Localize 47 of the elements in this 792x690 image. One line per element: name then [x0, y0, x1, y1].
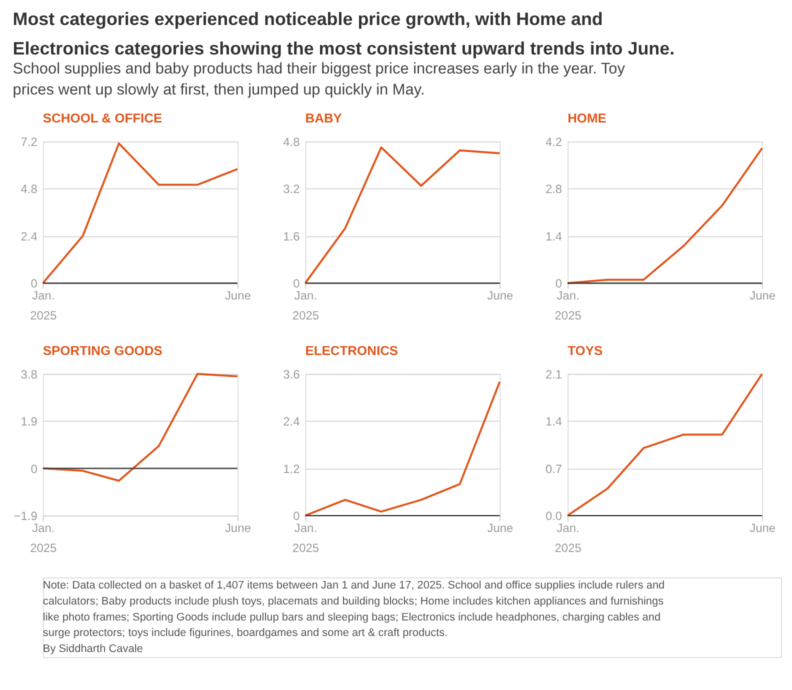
y-tick-label: 1.4: [545, 414, 562, 429]
chart-title: SPORTING GOODS: [42, 342, 163, 358]
x-tick-label: June: [750, 520, 776, 535]
text: By Siddharth Cavale: [42, 643, 143, 656]
x-tick-label: Jan. 2025: [30, 520, 58, 555]
y-tick-label: 2.8: [545, 182, 562, 196]
y-tick-label: 4.8: [20, 182, 38, 196]
x-tick-label: June: [224, 520, 252, 535]
y-tick-label: 1.4: [545, 229, 562, 244]
y-tick-label: 0: [555, 276, 562, 291]
y-tick-label: 3.2: [283, 182, 300, 196]
text: Note: Data collected on a basket of 1,407 items between Jan 1 and June 17, 2025. School and office supplies include rulers and calculators; Baby products include plush toys, placemats and building blocks; Home includes kitchen appliances and furnishings like photo frames; Sporting Goods include pullup bars and sleeping bags; Electronics include headphones, charging cables and surge protectors; toys include figurines, boardgames and some art & craft products.: [42, 579, 665, 640]
y-tick-label: 3.6: [283, 367, 300, 382]
x-tick-label: June: [224, 288, 252, 303]
x-tick-label: June: [487, 520, 514, 535]
chart-title: TOYS: [568, 342, 603, 358]
x-tick-label: June: [487, 288, 514, 303]
y-tick-label: 0: [293, 509, 300, 524]
y-tick-label: −1.9: [14, 509, 38, 524]
y-tick-label: 4.8: [283, 134, 300, 149]
text: Most categories experienced noticeable price growth, with Home and Electronics categories showing the most consistent upward trends into June.: [12, 8, 675, 59]
y-tick-label: 7.2: [20, 134, 38, 149]
y-tick-label: 2.4: [283, 414, 300, 429]
x-tick-label: Jan. 2025: [292, 288, 320, 323]
chart-title: BABY: [305, 110, 342, 126]
y-tick-label: 4.2: [545, 134, 562, 149]
y-tick-label: 3.8: [20, 367, 38, 382]
x-tick-label: Jan. 2025: [292, 520, 320, 555]
y-tick-label: 0: [30, 276, 38, 291]
chart-title: HOME: [568, 110, 607, 126]
y-tick-label: 0.0: [545, 509, 562, 524]
y-tick-label: 0: [30, 462, 38, 476]
x-tick-label: Jan. 2025: [554, 288, 582, 323]
y-tick-label: 2.4: [20, 229, 38, 244]
y-tick-label: 1.2: [283, 462, 300, 476]
y-tick-label: 1.6: [283, 229, 300, 244]
x-tick-label: Jan. 2025: [30, 288, 58, 323]
line-series: [42, 372, 238, 482]
chart-title: SCHOOL & OFFICE: [42, 110, 162, 126]
y-tick-label: 1.9: [20, 414, 38, 429]
x-tick-label: June: [750, 288, 776, 303]
y-tick-label: 2.1: [545, 367, 562, 382]
x-tick-label: Jan. 2025: [554, 520, 582, 555]
chart-title: ELECTRONICS: [305, 342, 398, 358]
text: School supplies and baby products had their biggest price increases early in the year. Toy prices went up slowly at first, then jumped up quickly in May.: [12, 60, 626, 99]
y-tick-label: 0: [293, 276, 300, 291]
y-tick-label: 0.7: [545, 462, 562, 476]
